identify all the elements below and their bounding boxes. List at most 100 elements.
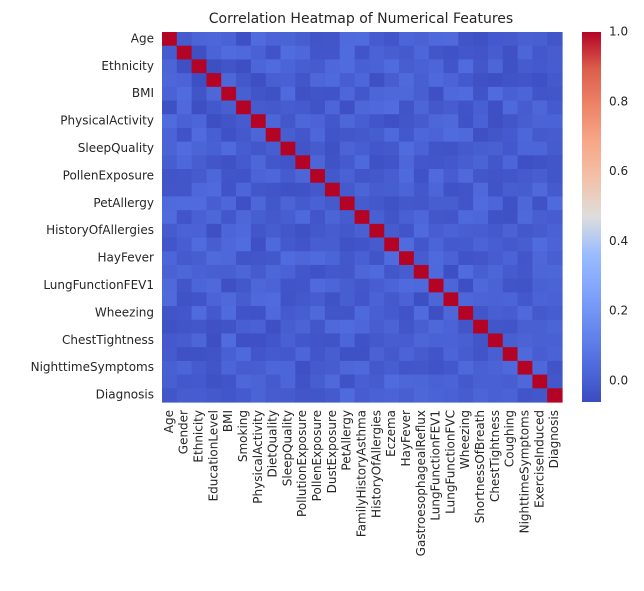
heatmap-cell bbox=[458, 127, 474, 143]
heatmap-cell bbox=[399, 319, 415, 335]
heatmap-cell bbox=[384, 114, 400, 129]
heatmap-cell bbox=[384, 347, 400, 362]
heatmap-cell bbox=[176, 237, 193, 252]
colorbar-ticks: 0.0 0.2 0.4 0.6 0.8 1.0 bbox=[609, 25, 628, 388]
row-tick-label: Wheezing bbox=[95, 305, 154, 319]
heatmap-cell bbox=[384, 306, 400, 321]
heatmap-cell bbox=[176, 333, 193, 348]
heatmap-cell bbox=[206, 319, 222, 335]
heatmap-cell bbox=[354, 374, 370, 389]
heatmap-cell bbox=[532, 223, 548, 239]
heatmap-cell bbox=[473, 100, 489, 115]
heatmap-cell bbox=[532, 114, 548, 129]
heatmap-cell bbox=[310, 347, 326, 362]
heatmap-cell bbox=[413, 319, 430, 335]
heatmap-cell bbox=[295, 169, 311, 184]
heatmap-cell bbox=[176, 374, 193, 389]
heatmap-cell bbox=[487, 264, 504, 280]
heatmap-cell bbox=[310, 45, 326, 60]
heatmap-cell bbox=[547, 292, 563, 307]
heatmap-cell bbox=[428, 223, 445, 239]
heatmap-cell bbox=[324, 360, 341, 376]
heatmap-cell bbox=[324, 292, 341, 307]
row-tick-label: Age bbox=[131, 31, 154, 45]
heatmap-cell bbox=[236, 333, 252, 348]
heatmap-cell bbox=[354, 264, 370, 280]
heatmap-cell bbox=[191, 278, 208, 293]
heatmap-cell bbox=[502, 388, 519, 403]
heatmap-cell bbox=[443, 306, 459, 321]
heatmap-cell bbox=[413, 86, 430, 102]
heatmap-cell bbox=[265, 100, 282, 115]
heatmap-cell bbox=[532, 292, 548, 307]
heatmap-cell bbox=[206, 292, 222, 307]
heatmap-cell bbox=[517, 319, 533, 335]
heatmap-cell bbox=[384, 210, 400, 225]
heatmap-cell bbox=[547, 45, 563, 60]
heatmap-cell bbox=[162, 100, 178, 115]
heatmap-cell bbox=[473, 73, 489, 88]
heatmap-cell bbox=[517, 127, 533, 143]
heatmap-cell bbox=[265, 360, 282, 376]
heatmap-cell bbox=[502, 319, 519, 335]
heatmap-cell bbox=[236, 86, 252, 102]
heatmap-cell bbox=[324, 32, 341, 47]
chart-title: Correlation Heatmap of Numerical Feature… bbox=[209, 11, 513, 27]
row-tick-label: HayFever bbox=[97, 251, 154, 265]
heatmap-cell bbox=[428, 141, 445, 156]
heatmap-cell bbox=[191, 210, 208, 225]
heatmap-cell bbox=[532, 360, 548, 376]
heatmap-cell bbox=[547, 86, 563, 102]
heatmap-cell bbox=[221, 155, 237, 170]
heatmap-cell bbox=[354, 127, 370, 143]
heatmap-cell bbox=[176, 59, 193, 74]
heatmap-cell bbox=[265, 388, 282, 403]
heatmap-cell bbox=[236, 210, 252, 225]
heatmap-cell bbox=[339, 141, 356, 156]
heatmap-cell bbox=[206, 45, 222, 60]
heatmap-cell bbox=[413, 182, 430, 198]
heatmap-cell bbox=[295, 45, 311, 60]
heatmap-cell bbox=[310, 182, 326, 198]
column-tick-label: Eczema bbox=[384, 410, 398, 457]
heatmap-cell bbox=[162, 169, 178, 184]
heatmap-cell bbox=[384, 182, 400, 198]
heatmap-cell bbox=[502, 237, 519, 252]
heatmap-cell bbox=[265, 196, 282, 211]
heatmap-cell bbox=[236, 155, 252, 170]
heatmap-cell bbox=[354, 182, 370, 198]
heatmap-cell bbox=[458, 86, 474, 102]
heatmap-cell bbox=[413, 278, 430, 293]
heatmap-cell bbox=[221, 114, 237, 129]
heatmap-cell bbox=[236, 196, 252, 211]
heatmap-cell bbox=[502, 223, 519, 239]
row-tick-label: Ethnicity bbox=[101, 59, 154, 73]
heatmap-cell bbox=[547, 347, 563, 362]
heatmap-cell bbox=[532, 374, 548, 389]
heatmap-cell bbox=[206, 223, 222, 239]
heatmap-cell bbox=[295, 73, 311, 88]
heatmap-cell bbox=[354, 155, 370, 170]
heatmap-cell bbox=[458, 278, 474, 293]
heatmap-cell bbox=[295, 127, 311, 143]
heatmap-cell bbox=[399, 333, 415, 348]
heatmap-cell bbox=[191, 251, 208, 266]
column-tick-label: PollutionExposure bbox=[295, 410, 309, 517]
heatmap-cell bbox=[369, 306, 385, 321]
heatmap-cell bbox=[532, 100, 548, 115]
heatmap-cell bbox=[324, 73, 341, 88]
heatmap-cell bbox=[354, 292, 370, 307]
heatmap-cell bbox=[517, 278, 533, 293]
heatmap-cell bbox=[428, 278, 445, 293]
heatmap-cell bbox=[473, 264, 489, 280]
row-tick-label: BMI bbox=[132, 86, 154, 100]
heatmap-cell bbox=[162, 347, 178, 362]
heatmap-cell bbox=[473, 127, 489, 143]
column-tick-label: HistoryOfAllergies bbox=[369, 410, 383, 518]
heatmap-cell bbox=[176, 182, 193, 198]
heatmap-cell bbox=[221, 32, 237, 47]
heatmap-cell bbox=[443, 127, 459, 143]
heatmap-cell bbox=[487, 155, 504, 170]
heatmap-cell bbox=[280, 333, 296, 348]
heatmap-cell bbox=[502, 182, 519, 198]
